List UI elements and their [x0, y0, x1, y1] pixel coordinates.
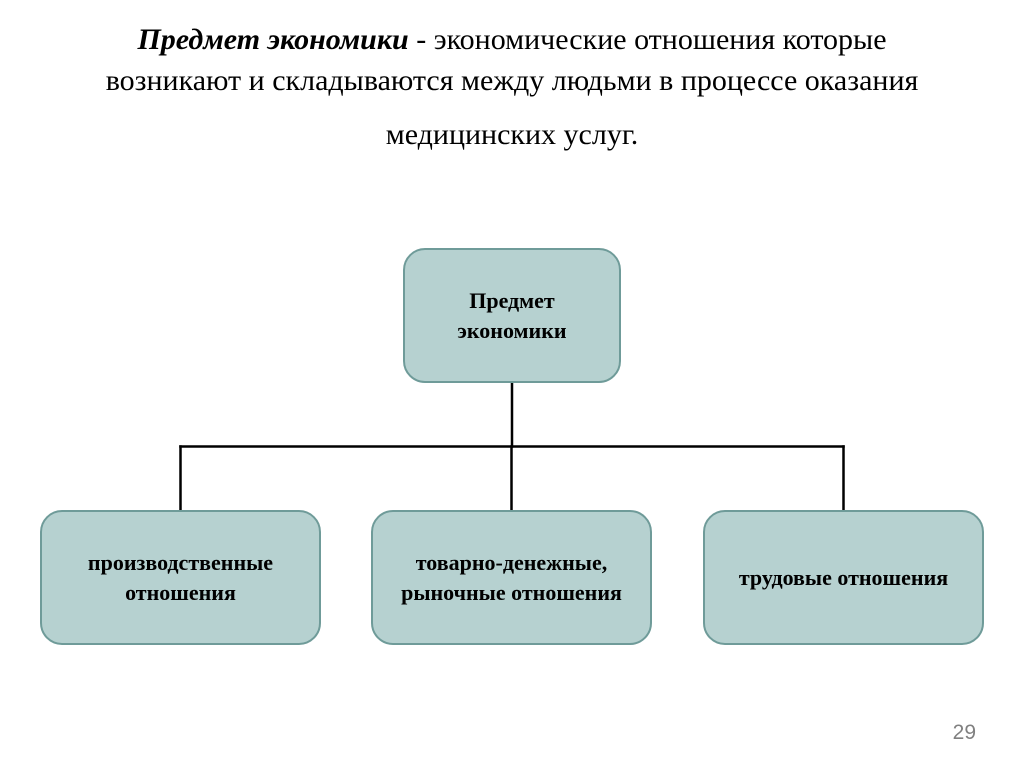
- diagram-node-root: Предмет экономики: [403, 248, 621, 383]
- page-title: Предмет экономики - экономические отноше…: [0, 0, 1024, 156]
- page-number: 29: [953, 721, 976, 745]
- org-diagram: Предмет экономики производственные отноше…: [0, 248, 1024, 688]
- title-last-line: медицинских услуг.: [70, 115, 954, 156]
- diagram-node-c1: производственные отношения: [40, 510, 321, 645]
- diagram-node-c3: трудовые отношения: [703, 510, 984, 645]
- diagram-node-c2: товарно-денежные, рыночные отношения: [371, 510, 652, 645]
- title-emphasis: Предмет экономики: [137, 23, 408, 56]
